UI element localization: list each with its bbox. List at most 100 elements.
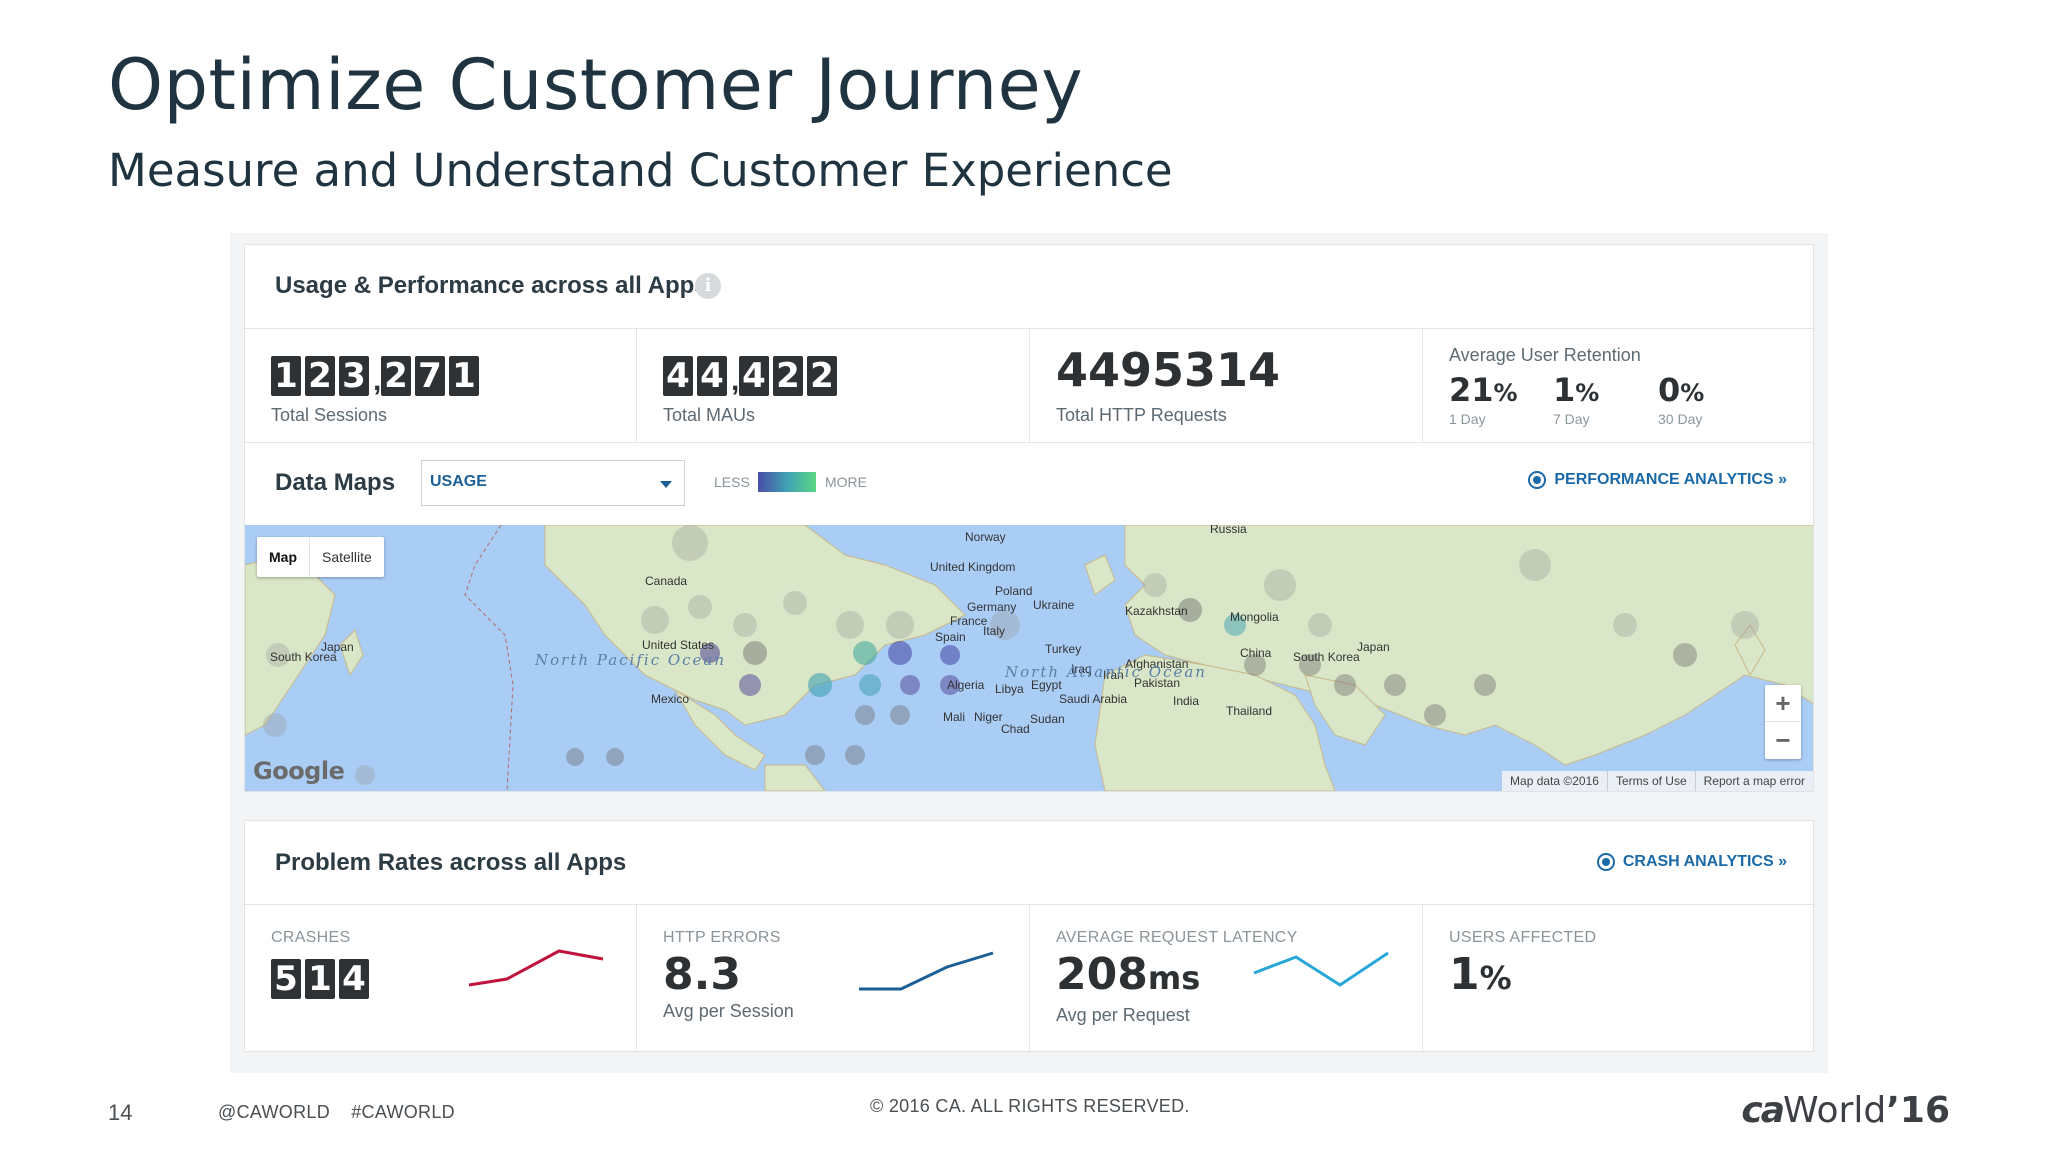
target-icon bbox=[1528, 471, 1547, 489]
performance-analytics-link[interactable]: PERFORMANCE ANALYTICS » bbox=[1528, 471, 1787, 489]
land-masses bbox=[245, 525, 1813, 791]
retention-7day-label: 7 Day bbox=[1553, 411, 1590, 427]
counter-digit: 4 bbox=[697, 356, 727, 396]
bubble bbox=[853, 641, 877, 665]
bubble bbox=[700, 643, 720, 663]
retention-7day-unit: % bbox=[1575, 379, 1600, 407]
map-label: Spain bbox=[935, 630, 966, 644]
date-line bbox=[464, 525, 514, 791]
http-errors-trend-line bbox=[859, 951, 994, 991]
chevron-down-icon bbox=[660, 481, 672, 488]
bubble bbox=[855, 705, 875, 725]
bubble bbox=[836, 611, 864, 639]
counter-digit: 1 bbox=[305, 959, 335, 999]
retention-1day-value: 21 bbox=[1449, 371, 1494, 409]
map-metric-select-value: USAGE bbox=[430, 473, 487, 490]
map-terms-link[interactable]: Terms of Use bbox=[1606, 771, 1695, 791]
logo-year: ’16 bbox=[1886, 1090, 1950, 1131]
map-label: South Korea bbox=[270, 650, 337, 664]
retention-7day-value: 1 bbox=[1553, 371, 1576, 409]
slide-subtitle: Measure and Understand Customer Experien… bbox=[108, 144, 1173, 197]
map-label: Poland bbox=[995, 584, 1032, 598]
land-uk bbox=[1084, 554, 1116, 596]
total-http-value: 4495314 bbox=[1056, 343, 1281, 397]
bubble bbox=[1519, 549, 1551, 581]
crashes-label: CRASHES bbox=[271, 929, 351, 946]
map-label: Egypt bbox=[1031, 678, 1062, 692]
map-label: Italy bbox=[983, 624, 1005, 638]
bubble bbox=[940, 645, 960, 665]
retention-30day: 0% 30 Day bbox=[1658, 371, 1704, 427]
map-label: Mali bbox=[943, 710, 965, 724]
total-http-label: Total HTTP Requests bbox=[1056, 405, 1227, 425]
map-label: United Kingdom bbox=[930, 560, 1015, 574]
retention-title: Average User Retention bbox=[1449, 345, 1641, 365]
total-sessions-label: Total Sessions bbox=[271, 405, 388, 425]
bubble bbox=[688, 595, 712, 619]
map-label: Sudan bbox=[1030, 712, 1065, 726]
bubble bbox=[1334, 674, 1356, 696]
slide-page-number: 14 bbox=[108, 1100, 133, 1125]
latency-sub: Avg per Request bbox=[1056, 1005, 1190, 1025]
users-affected-value: 1 bbox=[1449, 949, 1480, 1000]
zoom-out-button[interactable]: − bbox=[1775, 725, 1791, 755]
counter-digit: 1 bbox=[271, 356, 301, 396]
counter-comma: , bbox=[373, 364, 382, 397]
map-type-satellite[interactable]: Satellite bbox=[322, 549, 372, 565]
latency-value: 208 bbox=[1056, 949, 1148, 1000]
info-icon[interactable]: i bbox=[695, 273, 721, 299]
bubble bbox=[1731, 611, 1759, 639]
counter-digit: 4 bbox=[739, 356, 769, 396]
users-affected-unit: % bbox=[1479, 959, 1512, 997]
bubble bbox=[990, 610, 1020, 640]
data-maps-title: Data Maps bbox=[275, 469, 396, 496]
map-labels: Norway Russia Canada United Kingdom Pola… bbox=[270, 525, 1390, 736]
crashes-sparkline bbox=[468, 949, 604, 987]
crash-analytics-link[interactable]: CRASH ANALYTICS » bbox=[1596, 853, 1787, 871]
retention-1day-label: 1 Day bbox=[1449, 411, 1486, 427]
world-map[interactable]: Norway Russia Canada United Kingdom Pola… bbox=[245, 525, 1813, 791]
map-label: Mexico bbox=[651, 692, 689, 706]
retention-30day-unit: % bbox=[1680, 379, 1705, 407]
ca-world-logo: caWorld’16 bbox=[1741, 1090, 1950, 1131]
map-label: Iraq bbox=[1071, 662, 1092, 676]
counter-digit: 2 bbox=[305, 356, 335, 396]
problem-rates-card: Problem Rates across all Apps CRASH ANAL… bbox=[244, 820, 1814, 1052]
bubble bbox=[566, 748, 584, 766]
zoom-in-button[interactable]: + bbox=[1765, 685, 1801, 722]
bubble bbox=[1384, 674, 1406, 696]
map-label: Japan bbox=[1357, 640, 1390, 654]
map-report-link[interactable]: Report a map error bbox=[1694, 771, 1813, 791]
map-label: Russia bbox=[1210, 525, 1247, 536]
counter-digit: 4 bbox=[663, 356, 693, 396]
retention-30day-label: 30 Day bbox=[1658, 411, 1703, 427]
map-label: Canada bbox=[645, 574, 687, 588]
counter-digit: 2 bbox=[773, 356, 803, 396]
map-type-map[interactable]: Map bbox=[257, 537, 310, 577]
ocean-labels: North Pacific Ocean North Atlantic Ocean bbox=[534, 651, 1205, 681]
map-metric-select[interactable]: USAGE bbox=[421, 460, 685, 506]
bubble bbox=[808, 673, 832, 697]
problem-card-header: Problem Rates across all Apps CRASH ANAL… bbox=[245, 821, 1813, 905]
map-label: Chad bbox=[1001, 722, 1030, 736]
map-data-credit: Map data ©2016 bbox=[1510, 774, 1599, 788]
world-map-graphic: Norway Russia Canada United Kingdom Pola… bbox=[245, 525, 1813, 791]
http-errors-label: HTTP ERRORS bbox=[663, 929, 781, 946]
bubble bbox=[783, 591, 807, 615]
counter-digit: 4 bbox=[339, 959, 369, 999]
map-label: Libya bbox=[995, 682, 1024, 696]
bubble bbox=[900, 675, 920, 695]
map-zoom-controls: + − bbox=[1765, 685, 1801, 759]
bubble bbox=[1299, 654, 1321, 676]
bubble bbox=[805, 745, 825, 765]
crash-analytics-label: CRASH ANALYTICS » bbox=[1622, 853, 1787, 870]
map-label: France bbox=[950, 614, 988, 628]
http-errors-sub: Avg per Session bbox=[663, 1001, 794, 1021]
land-north-america bbox=[544, 525, 966, 726]
counter-digit: 1 bbox=[449, 356, 479, 396]
map-label: Turkey bbox=[1045, 642, 1081, 656]
